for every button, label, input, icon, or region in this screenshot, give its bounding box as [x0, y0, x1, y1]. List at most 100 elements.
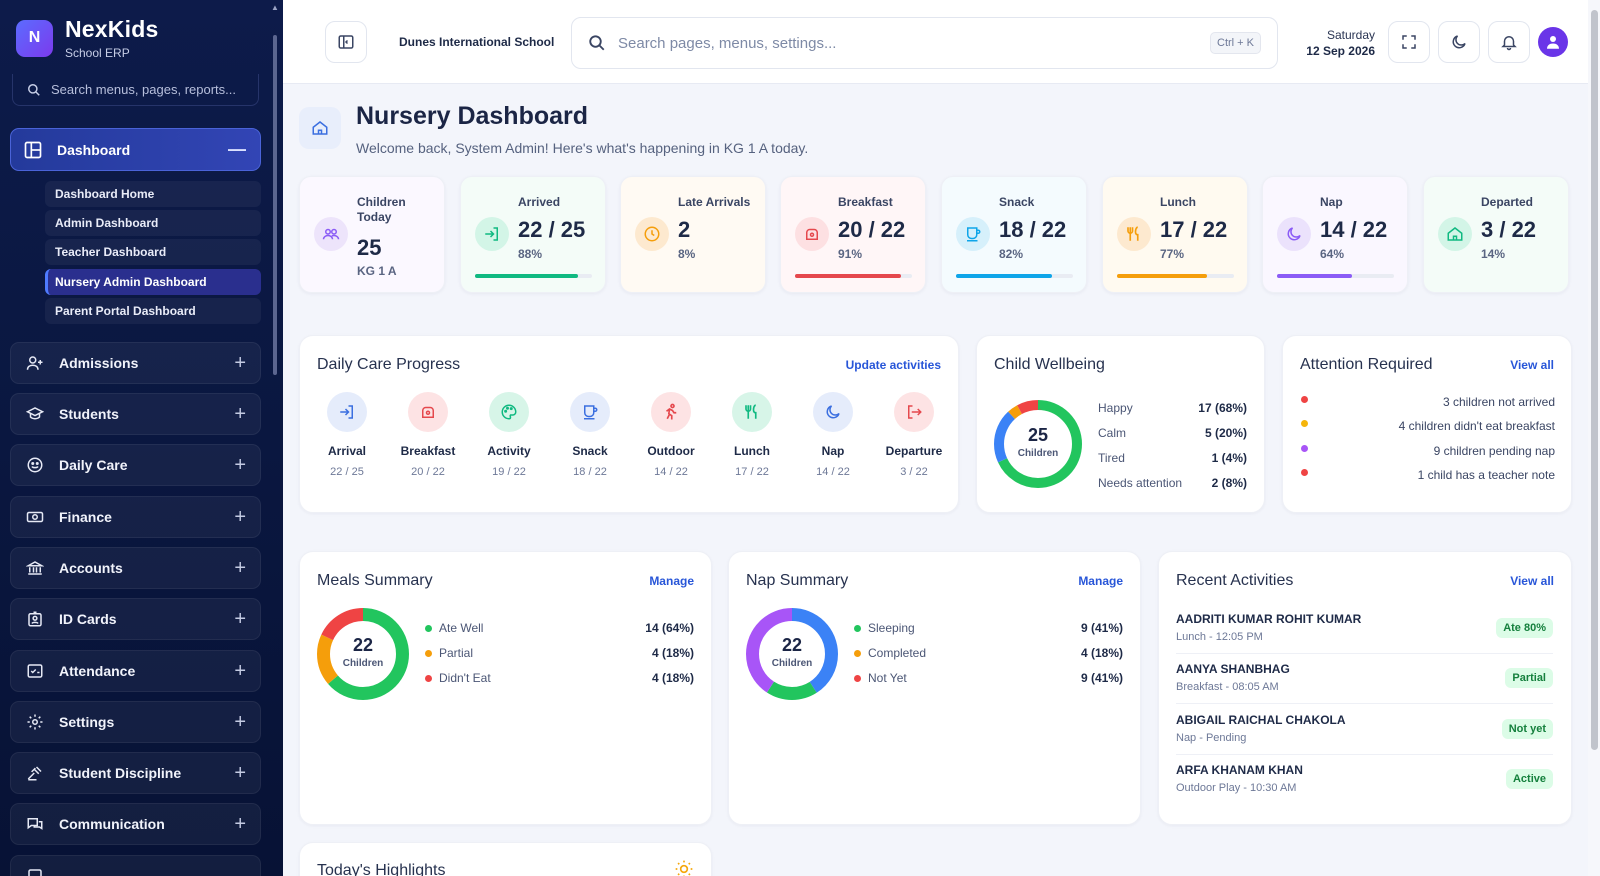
- expand-icon[interactable]: +: [234, 403, 246, 425]
- step-value: 20 / 22: [411, 466, 445, 478]
- sub-item-parent-portal-dashboard[interactable]: Parent Portal Dashboard: [45, 298, 261, 324]
- status-badge: Active: [1505, 769, 1553, 789]
- legend-value: 5 (20%): [1204, 426, 1247, 440]
- sidebar-search-input[interactable]: Search menus, pages, reports...: [12, 74, 259, 106]
- stat-card-late-arrivals[interactable]: Late Arrivals 2 8%: [620, 176, 766, 293]
- nav-admissions[interactable]: Admissions +: [10, 342, 261, 384]
- sub-item-teacher-dashboard[interactable]: Teacher Dashboard: [45, 239, 261, 265]
- nav-communication[interactable]: Communication +: [10, 803, 261, 845]
- card-title: Today's Highlights: [317, 862, 446, 876]
- legend-value: 2 (8%): [1211, 476, 1247, 490]
- activity-row[interactable]: ARFA KHANAM KHAN Outdoor Play - 10:30 AM…: [1176, 757, 1553, 805]
- expand-icon[interactable]: +: [234, 608, 246, 630]
- legend-label: Calm: [1098, 426, 1127, 440]
- nav-accounts[interactable]: Accounts +: [10, 547, 261, 589]
- view-all-activities-link[interactable]: View all: [1510, 574, 1554, 588]
- nav-more[interactable]: [10, 855, 261, 876]
- stat-label: Departed: [1481, 195, 1534, 209]
- smile-icon: [25, 456, 45, 474]
- scroll-up-icon[interactable]: ▲: [271, 3, 279, 12]
- expand-icon[interactable]: +: [234, 660, 246, 682]
- expand-icon[interactable]: +: [234, 813, 246, 835]
- cup-icon: [570, 392, 610, 432]
- clock-icon: [635, 217, 669, 251]
- theme-toggle-button[interactable]: [1438, 21, 1480, 63]
- activity-row[interactable]: ABIGAIL RAICHAL CHAKOLA Nap - Pending No…: [1176, 707, 1553, 755]
- step-breakfast[interactable]: Breakfast 20 / 22: [392, 392, 464, 478]
- nav-finance[interactable]: Finance +: [10, 496, 261, 538]
- step-snack[interactable]: Snack 18 / 22: [554, 392, 626, 478]
- stat-sub: KG 1 A: [357, 264, 397, 278]
- stat-card-nap[interactable]: Nap 14 / 22 64%: [1262, 176, 1408, 293]
- sub-item-dashboard-home[interactable]: Dashboard Home: [45, 181, 261, 207]
- brand[interactable]: N NexKids School ERP: [16, 16, 158, 60]
- stat-sub: 64%: [1320, 247, 1345, 261]
- step-outdoor[interactable]: Outdoor 14 / 22: [635, 392, 707, 478]
- expand-icon[interactable]: +: [234, 762, 246, 784]
- attention-text: 1 child has a teacher note: [1417, 468, 1555, 482]
- scrollbar-thumb[interactable]: [1591, 10, 1598, 750]
- exit-icon: [894, 392, 934, 432]
- home-icon: [299, 107, 341, 149]
- expand-icon[interactable]: +: [234, 711, 246, 733]
- stat-card-arrived[interactable]: Arrived 22 / 25 88%: [460, 176, 606, 293]
- nav-dashboard[interactable]: Dashboard —: [10, 128, 261, 171]
- stat-card-children-today[interactable]: Children Today 25 KG 1 A: [299, 176, 445, 293]
- page-scrollbar[interactable]: [1588, 0, 1600, 876]
- avatar[interactable]: [1538, 27, 1568, 57]
- step-label: Activity: [487, 444, 531, 458]
- sub-item-nursery-admin-dashboard[interactable]: Nursery Admin Dashboard: [45, 269, 261, 295]
- sub-item-admin-dashboard[interactable]: Admin Dashboard: [45, 210, 261, 236]
- fullscreen-button[interactable]: [1388, 21, 1430, 63]
- activity-detail: Outdoor Play - 10:30 AM: [1176, 782, 1297, 794]
- step-label: Snack: [572, 444, 608, 458]
- stat-card-lunch[interactable]: Lunch 17 / 22 77%: [1102, 176, 1248, 293]
- update-activities-link[interactable]: Update activities: [845, 358, 941, 372]
- student-name: AANYA SHANBHAG: [1176, 662, 1290, 676]
- recent-activities-card: Recent Activities View all AADRITI KUMAR…: [1158, 551, 1572, 825]
- activity-row[interactable]: AANYA SHANBHAG Breakfast - 08:05 AM Part…: [1176, 656, 1553, 704]
- nap-summary-card: Nap Summary Manage 22 Children Sleeping …: [728, 551, 1141, 825]
- nav-attendance[interactable]: Attendance +: [10, 650, 261, 692]
- stat-label: Arrived: [518, 195, 561, 209]
- expand-icon[interactable]: +: [234, 352, 246, 374]
- wellbeing-donut: [994, 400, 1082, 488]
- moon-icon: [813, 392, 853, 432]
- manage-meals-link[interactable]: Manage: [649, 574, 694, 588]
- view-all-link[interactable]: View all: [1510, 358, 1554, 372]
- legend-dot: [425, 624, 432, 632]
- stat-card-departed[interactable]: Departed 3 / 22 14%: [1423, 176, 1569, 293]
- step-nap[interactable]: Nap 14 / 22: [797, 392, 869, 478]
- manage-nap-link[interactable]: Manage: [1078, 574, 1123, 588]
- donut-segment-partial: [317, 608, 409, 700]
- graduation-cap-icon: [25, 405, 45, 423]
- stat-value: 18 / 22: [999, 217, 1067, 242]
- stat-card-snack[interactable]: Snack 18 / 22 82%: [941, 176, 1087, 293]
- stat-card-breakfast[interactable]: Breakfast 20 / 22 91%: [780, 176, 926, 293]
- notifications-button[interactable]: [1488, 21, 1530, 63]
- moon-icon: [1277, 217, 1311, 251]
- nav-settings[interactable]: Settings +: [10, 701, 261, 743]
- toast-icon: [408, 392, 448, 432]
- activity-row[interactable]: AADRITI KUMAR ROHIT KUMAR Lunch - 12:05 …: [1176, 606, 1553, 654]
- nav-id-cards[interactable]: ID Cards +: [10, 598, 261, 640]
- collapse-icon[interactable]: —: [228, 139, 246, 159]
- legend-row: Not Yet: [854, 671, 907, 685]
- sidebar-toggle-button[interactable]: [325, 21, 367, 63]
- sidebar-scrollbar[interactable]: [273, 35, 277, 375]
- global-search-input[interactable]: Search pages, menus, settings... Ctrl + …: [571, 17, 1278, 69]
- expand-icon[interactable]: +: [234, 506, 246, 528]
- nav-label: Students: [59, 406, 119, 422]
- expand-icon[interactable]: +: [234, 557, 246, 579]
- attendance-icon: [25, 662, 45, 680]
- step-lunch[interactable]: Lunch 17 / 22: [716, 392, 788, 478]
- expand-icon[interactable]: +: [234, 454, 246, 476]
- nav-student-discipline[interactable]: Student Discipline +: [10, 752, 261, 794]
- nav-students[interactable]: Students +: [10, 393, 261, 435]
- dashboard-icon: [23, 140, 43, 160]
- run-icon: [651, 392, 691, 432]
- step-arrival[interactable]: Arrival 22 / 25: [311, 392, 383, 478]
- nav-daily-care[interactable]: Daily Care +: [10, 444, 261, 486]
- step-activity[interactable]: Activity 19 / 22: [473, 392, 545, 478]
- step-departure[interactable]: Departure 3 / 22: [878, 392, 950, 478]
